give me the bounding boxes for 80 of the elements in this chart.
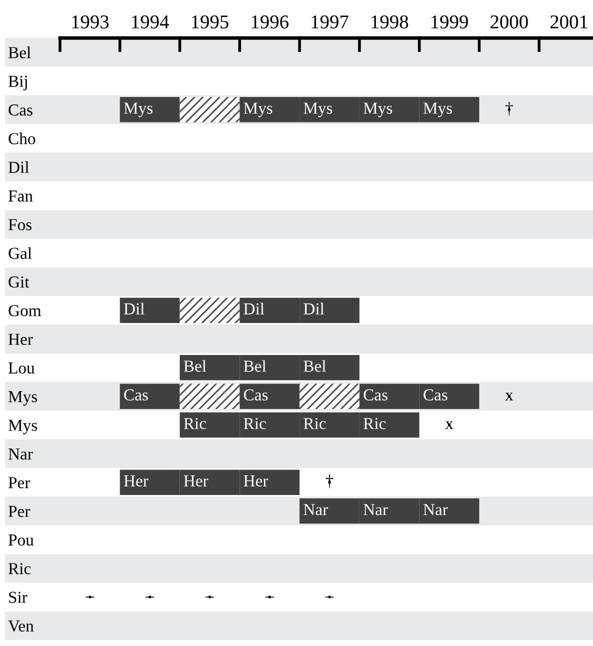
bar (359, 97, 420, 122)
data-label: Cas (424, 389, 448, 401)
data-label: Nar (423, 504, 448, 516)
bar (120, 470, 180, 495)
bar (240, 412, 300, 438)
bar (240, 298, 300, 323)
bar (240, 384, 300, 409)
y-tick-label: Mys (8, 420, 38, 434)
data-label: Dil (244, 302, 264, 314)
y-tick-label: Fan (8, 190, 33, 202)
y-tick-label: Lou (8, 362, 35, 374)
bar (300, 412, 360, 438)
bar (419, 498, 480, 524)
bar (240, 97, 300, 122)
data-label: Ric (364, 418, 386, 430)
data-label: Her (244, 475, 268, 487)
y-tick-label: Ven (8, 620, 34, 632)
x-tick-label: 2000 (490, 15, 528, 28)
bar (359, 384, 420, 409)
data-label: Cas (124, 389, 148, 401)
bar (300, 498, 360, 524)
data-label: Nar (304, 504, 328, 516)
bar (180, 298, 240, 323)
x-tick-label: 1998 (372, 15, 408, 28)
x-tick-label: 1993 (72, 15, 109, 28)
bar (300, 355, 360, 380)
bar (180, 384, 240, 409)
bar (180, 97, 240, 122)
y-tick-label: Cho (8, 132, 36, 144)
y-tick-label: Git (8, 276, 30, 288)
y-tick-label: Gal (8, 247, 32, 259)
data-label: Ric (244, 418, 266, 430)
data-label: Mys (124, 102, 153, 118)
y-tick-label: Dil (8, 161, 29, 173)
data-label: Nar (364, 504, 388, 516)
bar (300, 97, 360, 122)
y-tick-label: Bij (8, 76, 27, 90)
data-label: Cas (244, 389, 268, 401)
data-label: Cas (364, 389, 388, 401)
x-tick-label: 1995 (192, 15, 228, 28)
x-tick-label: 1999 (432, 15, 468, 28)
data-label: Her (184, 475, 208, 487)
y-tick-label: Nar (8, 448, 33, 460)
data-label: Mys (244, 102, 272, 118)
x-tick-label: 1994 (132, 15, 169, 28)
data-label: Mys (304, 102, 332, 118)
y-tick-label: Mys (8, 391, 38, 406)
bar (359, 412, 420, 438)
bar (120, 298, 180, 323)
data-label: Bel (244, 360, 266, 372)
data-label: Dil (304, 302, 324, 314)
y-tick-label: Ric (8, 563, 31, 574)
y-tick-label: Pou (8, 534, 34, 546)
data-label: Her (124, 475, 148, 487)
bar (240, 355, 300, 380)
y-tick-label: Per (8, 506, 30, 517)
data-label: Dil (124, 302, 144, 314)
y-tick-label: Fos (8, 219, 32, 230)
x-tick-label: 1996 (252, 15, 288, 28)
y-tick-label: Bel (8, 46, 31, 58)
data-label: Ric (304, 418, 326, 430)
x-tick-label: 1997 (312, 15, 348, 28)
y-tick-label: Sir (9, 592, 28, 603)
y-tick-label: Per (8, 477, 30, 488)
bar (359, 498, 420, 524)
data-label: Mys (423, 102, 452, 118)
y-tick-label: Gom (8, 305, 42, 316)
y-tick-label: Her (8, 334, 33, 345)
data-label: Mys (364, 102, 392, 118)
data-label: Bel (184, 360, 206, 372)
data-label: Ric (184, 418, 206, 430)
x-tick-label: 2001 (550, 15, 588, 28)
bar (120, 384, 180, 409)
bar (300, 298, 360, 323)
bar (120, 97, 180, 122)
bar (419, 384, 480, 409)
bar (419, 97, 480, 122)
bar (240, 470, 300, 495)
data-label: Bel (304, 360, 326, 372)
y-tick-label: Cas (8, 104, 32, 116)
